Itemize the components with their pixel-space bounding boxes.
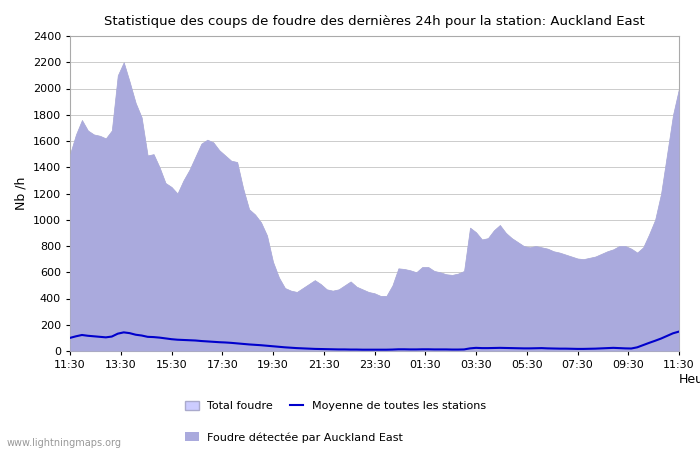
Y-axis label: Nb /h: Nb /h — [14, 177, 27, 210]
Moyenne de toutes les stations — [66, 335, 74, 341]
Legend: Foudre détectée par Auckland East: Foudre détectée par Auckland East — [186, 432, 403, 443]
Text: www.lightningmaps.org: www.lightningmaps.org — [7, 438, 122, 448]
Moyenne de toutes les stations — [627, 346, 636, 351]
Text: Heure: Heure — [679, 373, 700, 386]
Moyenne de toutes les stations — [675, 329, 683, 334]
Title: Statistique des coups de foudre des dernières 24h pour la station: Auckland East: Statistique des coups de foudre des dern… — [104, 15, 645, 28]
Line: Moyenne de toutes les stations: Moyenne de toutes les stations — [70, 332, 679, 350]
Moyenne de toutes les stations — [424, 346, 433, 352]
Moyenne de toutes les stations — [233, 341, 242, 346]
Moyenne de toutes les stations — [639, 342, 648, 348]
Moyenne de toutes les stations — [358, 347, 367, 352]
Moyenne de toutes les stations — [621, 346, 629, 351]
Moyenne de toutes les stations — [609, 345, 617, 351]
